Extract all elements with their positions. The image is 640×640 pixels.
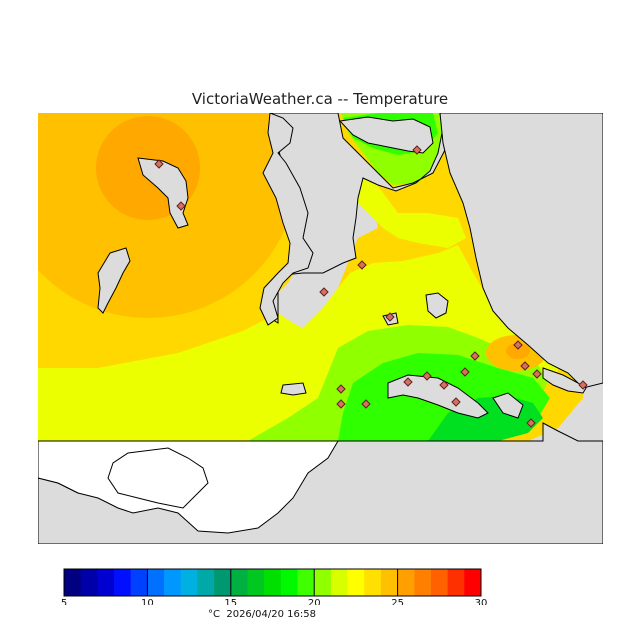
- east-coast-land: [439, 113, 603, 389]
- south-island-water: [107, 447, 209, 509]
- station-marker: [403, 377, 413, 387]
- colorbar-swatch: [180, 569, 198, 596]
- footer: °C 2026/04/20 16:58: [208, 609, 316, 620]
- zone-north-21: [348, 173, 466, 248]
- station-marker: [470, 351, 480, 361]
- colorbar-swatch: [297, 569, 315, 596]
- timestamp: 2026/04/20 16:58: [226, 609, 316, 620]
- station-marker: [319, 287, 329, 297]
- station-marker: [336, 399, 346, 409]
- station-marker: [412, 145, 422, 155]
- colorbar-swatches: [64, 569, 482, 596]
- station-marker: [526, 418, 536, 428]
- colorbar-swatch: [397, 569, 415, 596]
- zone-24-east: [506, 343, 530, 359]
- colorbar-swatch: [264, 569, 282, 596]
- colorbar-swatch: [97, 569, 115, 596]
- colorbar-swatch: [197, 569, 215, 596]
- island-east-spit: [542, 367, 587, 394]
- station-marker: [385, 312, 395, 322]
- station-marker: [460, 367, 470, 377]
- colorbar-swatch: [330, 569, 349, 596]
- colorbar-swatch: [414, 569, 432, 596]
- station-marker: [578, 380, 588, 390]
- colorbar-tick-label: 10: [141, 598, 154, 605]
- island-central-small: [425, 292, 449, 319]
- weather-stations[interactable]: [154, 145, 588, 428]
- island-nw-long: [97, 247, 131, 314]
- station-marker: [361, 399, 371, 409]
- colorbar-swatch: [347, 569, 365, 596]
- colorbar-swatch: [464, 569, 482, 596]
- station-marker: [422, 371, 432, 381]
- temperature-colorbar: 5 10 15 20 25 30: [61, 568, 488, 605]
- island-south-east: [492, 392, 524, 419]
- station-marker: [532, 369, 542, 379]
- station-marker: [336, 384, 346, 394]
- unit-label: °C: [208, 609, 220, 620]
- island-north-top: [338, 116, 434, 154]
- colorbar-swatch: [147, 569, 165, 596]
- temperature-map[interactable]: [38, 113, 603, 544]
- saanich-peninsula: [259, 113, 314, 326]
- colorbar-swatch: [230, 569, 248, 596]
- colorbar-swatch: [114, 569, 132, 596]
- colorbar-swatch: [64, 569, 82, 596]
- station-marker: [357, 260, 367, 270]
- islands: [97, 116, 587, 419]
- colorbar-swatch: [430, 569, 449, 596]
- island-south-1: [280, 382, 307, 396]
- colorbar-tick-label: 20: [308, 598, 321, 605]
- colorbar-swatch: [447, 569, 465, 596]
- colorbar-tick-label: 30: [475, 598, 488, 605]
- colorbar-swatch: [80, 569, 98, 596]
- colorbar-swatch: [380, 569, 399, 596]
- colorbar-swatch: [164, 569, 182, 596]
- colorbar-swatch: [364, 569, 382, 596]
- station-marker: [439, 380, 449, 390]
- colorbar-swatch: [247, 569, 265, 596]
- colorbar-swatch: [214, 569, 232, 596]
- colorbar-tick-label: 5: [61, 598, 67, 605]
- island-nw-large: [137, 157, 189, 229]
- colorbar-ticks: 5 10 15 20 25 30: [61, 569, 488, 605]
- station-marker: [451, 397, 461, 407]
- map-title: VictoriaWeather.ca -- Temperature: [191, 90, 449, 108]
- island-south-main: [387, 374, 489, 419]
- station-marker: [520, 361, 530, 371]
- colorbar-swatch: [280, 569, 299, 596]
- colorbar-swatch: [130, 569, 148, 596]
- colorbar-tick-label: 25: [391, 598, 404, 605]
- station-marker: [176, 201, 186, 211]
- colorbar-swatch: [314, 569, 332, 596]
- station-marker: [154, 159, 164, 169]
- station-marker: [513, 340, 523, 350]
- colorbar-tick-label: 15: [224, 598, 237, 605]
